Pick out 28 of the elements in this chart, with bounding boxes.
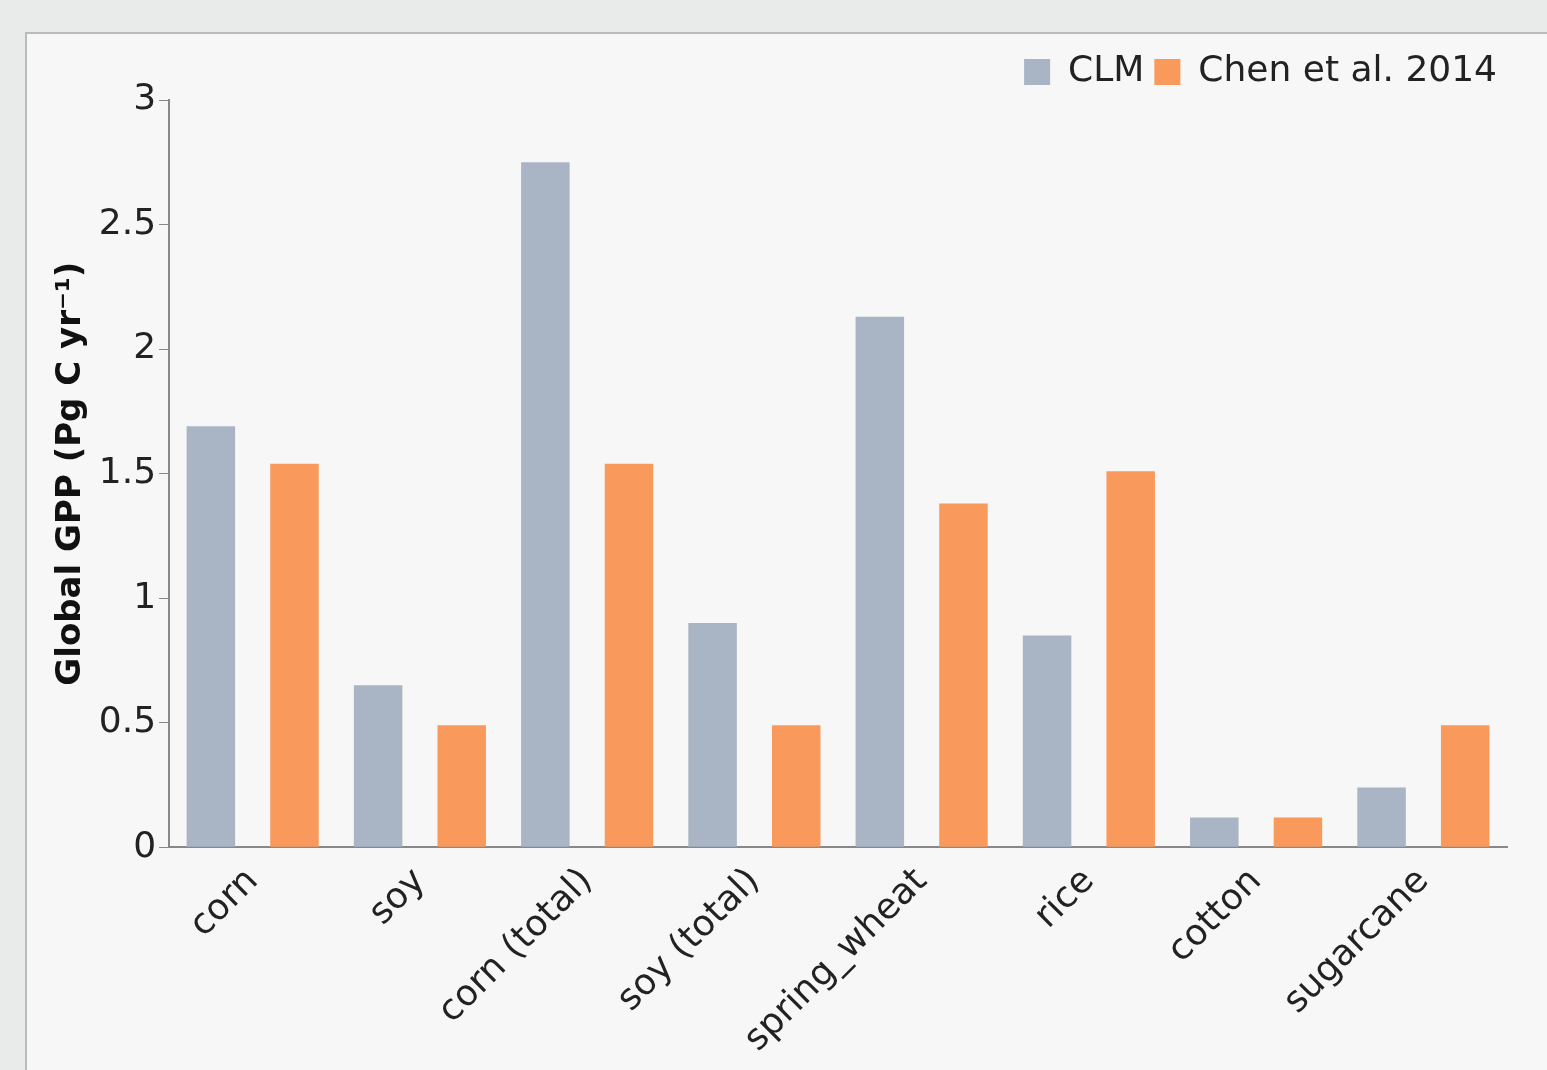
y-tick-label: 2.5	[98, 200, 157, 242]
legend-label: CLM	[1068, 48, 1145, 90]
bar	[1440, 725, 1490, 847]
legend-label: Chen et al. 2014	[1198, 48, 1498, 90]
bar	[1273, 817, 1323, 847]
bar	[186, 426, 236, 847]
bar	[1357, 787, 1406, 847]
x-tick-label: rice	[1024, 858, 1102, 936]
bar	[771, 725, 821, 847]
y-tick-label: 2	[133, 325, 157, 367]
bar	[855, 316, 905, 847]
bar	[353, 685, 403, 847]
x-tick-label: soy	[359, 858, 433, 932]
y-tick-label: 0	[133, 823, 157, 865]
y-tick-label: 1	[133, 574, 157, 616]
bar	[939, 503, 988, 847]
bar	[1106, 471, 1155, 847]
y-tick-label: 3	[133, 76, 157, 118]
y-tick-label: 1.5	[98, 450, 157, 491]
bar	[604, 463, 654, 847]
bar	[437, 725, 486, 847]
y-axis-title: Global GPP (Pg C yr⁻¹)	[48, 261, 89, 686]
bar	[521, 162, 570, 847]
bar	[270, 463, 319, 847]
y-tick-label: 0.5	[98, 699, 157, 741]
bar	[688, 623, 737, 847]
bar	[1190, 817, 1239, 847]
bar	[1022, 635, 1072, 847]
